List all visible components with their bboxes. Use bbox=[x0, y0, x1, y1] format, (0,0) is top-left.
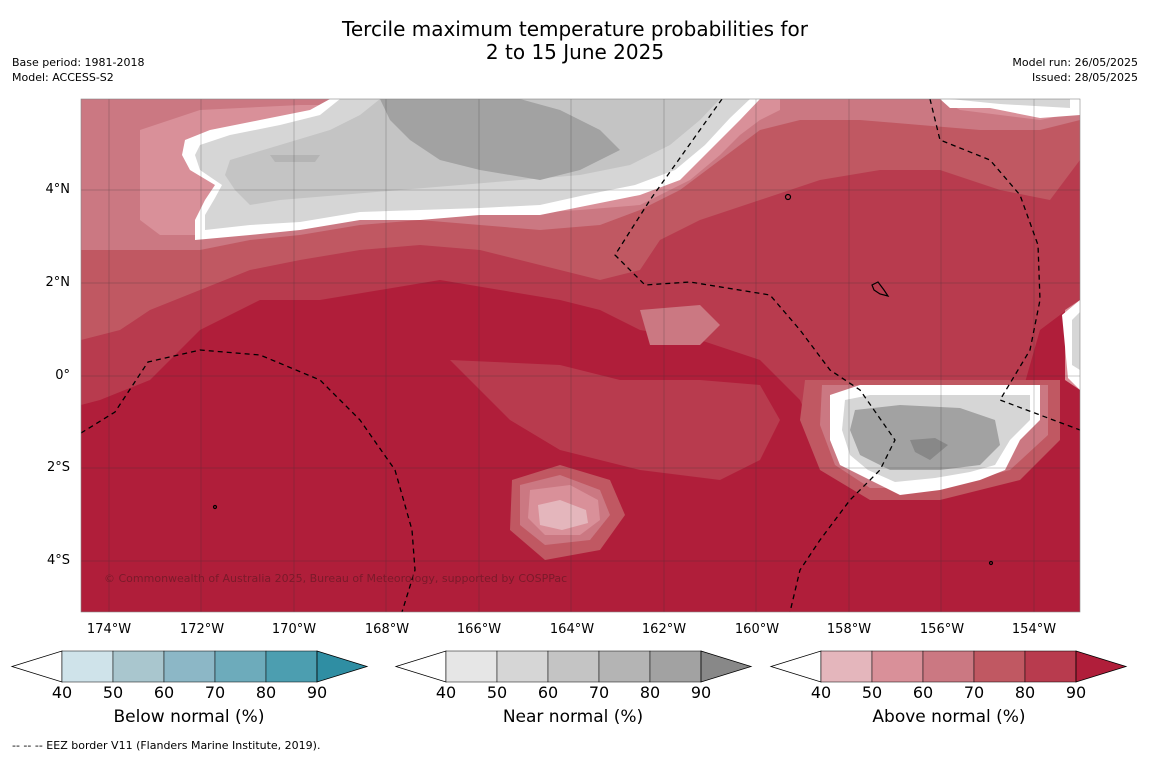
eez-borders bbox=[81, 99, 1080, 612]
lat-label-0: 0° bbox=[55, 368, 70, 383]
issued-date: Issued: 28/05/2025 bbox=[1031, 71, 1138, 84]
colorbar-high-extension bbox=[1075, 650, 1128, 683]
lon-label-174w: 174°W bbox=[86, 622, 132, 637]
colorbar-segment bbox=[973, 650, 1026, 683]
lat-label-2s: 2°S bbox=[46, 460, 70, 475]
colorbar-tick-label: 60 bbox=[153, 683, 175, 702]
colorbar-label-below: Below normal (%) bbox=[113, 707, 265, 727]
colorbar-segment bbox=[163, 650, 216, 683]
lon-label-158w: 158°W bbox=[826, 622, 872, 637]
colorbar-segment bbox=[649, 650, 702, 683]
colorbar-tick-label: 40 bbox=[51, 683, 73, 702]
lon-label-160w: 160°W bbox=[734, 622, 780, 637]
map-title: Tercile maximum temperature probabilitie… bbox=[0, 18, 1150, 64]
lon-label-164w: 164°W bbox=[549, 622, 595, 637]
model-run: Model run: 26/05/2025 bbox=[1012, 56, 1138, 69]
colorbar-segment bbox=[265, 650, 318, 683]
model-name: Model: ACCESS-S2 bbox=[12, 71, 114, 84]
colorbar-tick-label: 80 bbox=[1014, 683, 1036, 702]
title-line-1: Tercile maximum temperature probabilitie… bbox=[342, 17, 808, 41]
colorbar-segment bbox=[61, 650, 114, 683]
lat-label-4s: 4°S bbox=[46, 553, 70, 568]
lon-label-154w: 154°W bbox=[1011, 622, 1057, 637]
colorbar-segment bbox=[112, 650, 165, 683]
colorbars bbox=[10, 650, 1128, 683]
colorbar-tick-label: 60 bbox=[537, 683, 559, 702]
meta-left: Base period: 1981-2018 Model: ACCESS-S2 bbox=[12, 55, 144, 85]
colorbar-segment bbox=[598, 650, 651, 683]
lon-label-166w: 166°W bbox=[456, 622, 502, 637]
copyright-text: © Commonwealth of Australia 2025, Bureau… bbox=[104, 572, 568, 585]
colorbar-tick-label: 90 bbox=[1065, 683, 1087, 702]
colorbar-low-extension bbox=[769, 650, 822, 683]
colorbar-label-above: Above normal (%) bbox=[872, 707, 1026, 727]
colorbar-tick-label: 50 bbox=[486, 683, 508, 702]
colorbar-tick-label: 80 bbox=[639, 683, 661, 702]
colorbar-tick-label: 90 bbox=[306, 683, 328, 702]
colorbar-tick-label: 40 bbox=[810, 683, 832, 702]
lat-label-4n: 4°N bbox=[45, 182, 71, 197]
colorbar-low-extension bbox=[394, 650, 447, 683]
colorbar-segment bbox=[445, 650, 498, 683]
colorbar-tick-label: 90 bbox=[690, 683, 712, 702]
meta-right: Model run: 26/05/2025 Issued: 28/05/2025 bbox=[1012, 55, 1138, 85]
colorbar-tick-label: 40 bbox=[435, 683, 457, 702]
lon-label-162w: 162°W bbox=[641, 622, 687, 637]
colorbar-high-extension bbox=[316, 650, 369, 683]
colorbar-tick-label: 60 bbox=[912, 683, 934, 702]
colorbar-tick-label: 50 bbox=[102, 683, 124, 702]
title-line-2: 2 to 15 June 2025 bbox=[485, 40, 665, 64]
colorbar-tick-label: 50 bbox=[861, 683, 883, 702]
colorbar-segment bbox=[496, 650, 549, 683]
lon-label-168w: 168°W bbox=[364, 622, 410, 637]
colorbar-segment bbox=[871, 650, 924, 683]
base-period: Base period: 1981-2018 bbox=[12, 56, 145, 69]
colorbar-segment bbox=[214, 650, 267, 683]
colorbar-segment bbox=[1024, 650, 1077, 683]
colorbar-low-extension bbox=[10, 650, 63, 683]
eez-footnote: -- -- -- EEZ border V11 (Flanders Marine… bbox=[12, 739, 321, 752]
lon-label-172w: 172°W bbox=[179, 622, 225, 637]
colorbar-tick-label: 70 bbox=[963, 683, 985, 702]
colorbar-tick-label: 80 bbox=[255, 683, 277, 702]
islands bbox=[212, 193, 994, 566]
colorbar-high-extension bbox=[700, 650, 753, 683]
colorbar-segment bbox=[547, 650, 600, 683]
colorbar-segment bbox=[922, 650, 975, 683]
colorbar-segment bbox=[820, 650, 873, 683]
lon-label-156w: 156°W bbox=[919, 622, 965, 637]
colorbar-tick-label: 70 bbox=[588, 683, 610, 702]
colorbar-label-near: Near normal (%) bbox=[502, 707, 644, 727]
lon-label-170w: 170°W bbox=[271, 622, 317, 637]
near-normal-region bbox=[182, 99, 1080, 495]
gridlines bbox=[81, 99, 1080, 612]
lat-label-2n: 2°N bbox=[45, 275, 71, 290]
map-frame bbox=[80, 98, 1081, 613]
colorbar-tick-label: 70 bbox=[204, 683, 226, 702]
